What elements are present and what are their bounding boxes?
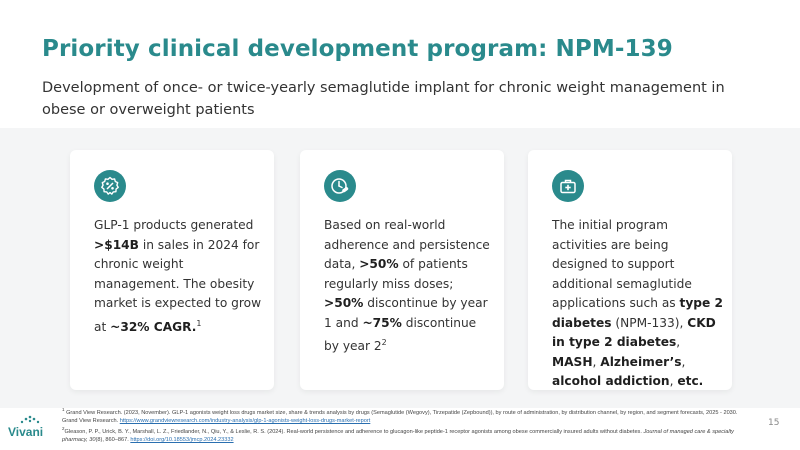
card-text: Based on real-world adherence and persis… <box>324 218 490 354</box>
logo-wordmark: Vivani <box>8 425 44 439</box>
footnote-1: 1 Grand View Research. (2023, November).… <box>62 407 738 424</box>
slide-subtitle: Development of once- or twice-yearly sem… <box>42 80 725 118</box>
card-adherence: Based on real-world adherence and persis… <box>300 150 504 390</box>
clock-pill-icon <box>324 170 356 202</box>
card-text: GLP-1 products generated >$14B in sales … <box>94 218 262 334</box>
card-market: GLP-1 products generated >$14B in sales … <box>70 150 274 390</box>
page-number: 15 <box>768 418 780 428</box>
card-text: The initial program activities are being… <box>552 218 724 388</box>
card-applications: The initial program activities are being… <box>528 150 732 390</box>
vivani-logo: Vivani <box>8 414 52 439</box>
percent-badge-icon <box>94 170 126 202</box>
footnotes: 1 Grand View Research. (2023, November).… <box>62 406 752 444</box>
footnote-2-link[interactable]: https://doi.org/10.18553/jmcp.2024.23332 <box>130 436 234 443</box>
medical-kit-icon <box>552 170 584 202</box>
logo-dots-icon <box>20 415 40 424</box>
footnote-2: 2Gleason, P. P., Urick, B. Y., Marshall,… <box>62 425 734 443</box>
slide-title: Priority clinical development program: N… <box>42 36 673 62</box>
footnote-1-link[interactable]: https://www.grandviewresearch.com/indust… <box>119 417 371 424</box>
